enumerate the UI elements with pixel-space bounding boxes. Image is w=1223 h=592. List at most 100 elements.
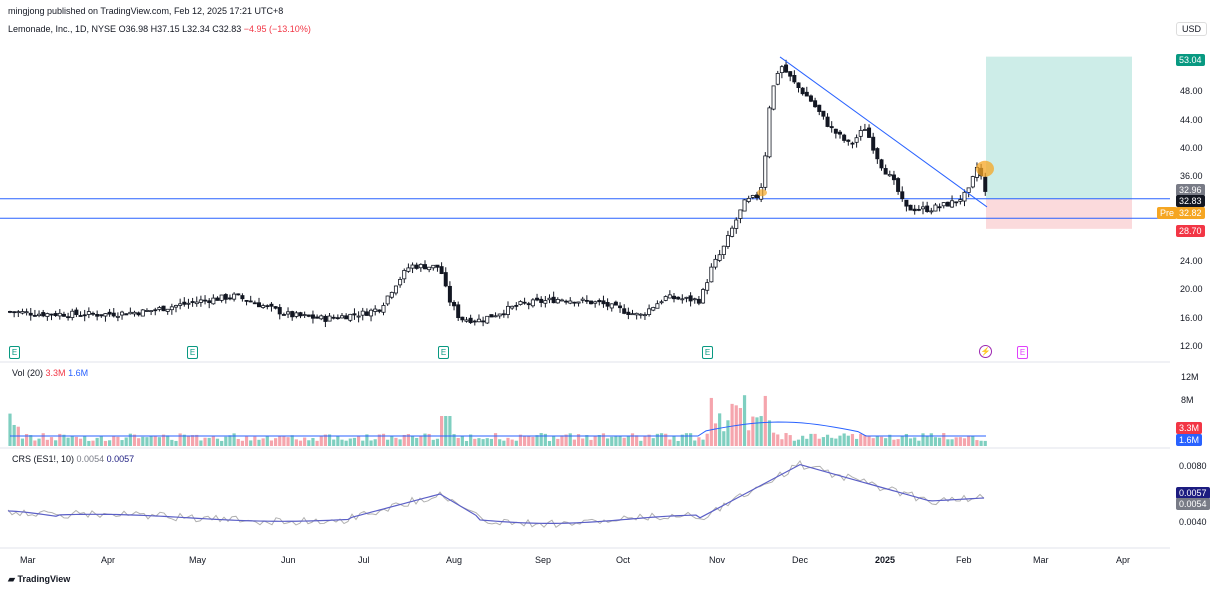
currency-label[interactable]: USD	[1176, 22, 1208, 36]
candle-body	[211, 297, 216, 305]
volume-bar	[684, 433, 689, 446]
candle-body	[103, 313, 108, 317]
volume-bar	[614, 435, 618, 446]
volume-bar	[336, 435, 340, 446]
volume-bar	[95, 437, 99, 446]
volume-bar	[950, 439, 954, 446]
candle-body	[460, 316, 465, 321]
volume-bar	[274, 438, 278, 446]
volume-bar	[132, 434, 137, 446]
candle-body	[464, 319, 469, 322]
earnings-marker-upcoming[interactable]: E	[1017, 346, 1028, 359]
volume-bar	[523, 436, 527, 446]
candle-body	[522, 301, 527, 304]
candle-body	[286, 311, 291, 315]
candle-body	[601, 300, 606, 305]
candle-body	[49, 313, 54, 316]
volume-bar	[161, 434, 166, 446]
candle-body	[227, 297, 232, 300]
volume-bar	[514, 440, 518, 446]
candle-body	[514, 304, 519, 307]
candle-body	[32, 314, 37, 317]
candle-body	[663, 296, 668, 301]
volume-bar	[332, 439, 336, 446]
candle-body	[331, 316, 336, 319]
price-tick: 24.00	[1180, 256, 1203, 267]
volume-bar	[352, 437, 357, 446]
volume-bar	[884, 438, 888, 446]
volume-bar	[108, 440, 112, 446]
time-tick: Oct	[616, 555, 631, 565]
candle-body	[771, 85, 776, 110]
volume-bar	[531, 436, 535, 446]
earnings-marker[interactable]: E	[438, 346, 449, 359]
volume-bar	[718, 413, 722, 446]
volume-bar	[228, 435, 232, 446]
crs-ma-line	[7, 463, 985, 524]
candle-body	[970, 176, 975, 188]
candle-body	[535, 297, 540, 301]
crs-tick-top: 0.0080	[1179, 461, 1207, 471]
volume-bar	[502, 440, 506, 446]
candle-body	[140, 309, 145, 317]
candle-body	[896, 178, 901, 192]
brand-footer: ▰ TradingView	[8, 574, 70, 585]
crs-tick-bottom: 0.0040	[1179, 517, 1207, 527]
crs-value-2: 0.0057	[106, 454, 135, 464]
volume-bar	[124, 437, 128, 446]
volume-bar	[406, 434, 410, 446]
volume-bar	[821, 437, 825, 446]
volume-bar	[444, 416, 448, 446]
candle-body	[219, 294, 224, 301]
volume-bar	[659, 433, 664, 446]
volume-bar	[224, 436, 228, 446]
volume-bar	[776, 434, 780, 446]
volume-bar	[390, 435, 394, 446]
volume-bar	[423, 433, 427, 446]
candle-body	[916, 208, 921, 211]
volume-bar	[481, 439, 485, 446]
candle-body	[410, 264, 415, 269]
volume-bar	[527, 436, 531, 446]
volume-bar	[643, 436, 647, 446]
candle-body	[107, 311, 112, 315]
price-tick: 48.00	[1180, 86, 1203, 97]
time-tick: Sep	[535, 555, 552, 565]
volume-bar	[904, 433, 908, 446]
earnings-marker[interactable]: E	[9, 346, 20, 359]
candle-body	[427, 266, 432, 271]
candle-body	[555, 298, 560, 304]
volume-bar	[448, 416, 452, 446]
volume-bar	[639, 440, 643, 446]
volume-label: Vol (20)	[12, 368, 44, 378]
candle-body	[742, 199, 747, 212]
volume-bar	[676, 440, 680, 446]
candle-body	[335, 317, 340, 320]
volume-bar	[855, 438, 859, 446]
candle-body	[207, 300, 212, 303]
candle-body	[70, 310, 75, 318]
candle-body	[634, 312, 639, 316]
candle-body	[933, 204, 938, 212]
volume-bar	[319, 435, 323, 446]
volume-bar	[232, 433, 236, 446]
candle-body	[518, 301, 523, 305]
volume-bar	[29, 435, 33, 446]
volume-bar	[327, 434, 332, 446]
volume-bar	[755, 417, 759, 446]
volume-bar	[913, 437, 917, 446]
candle-body	[713, 258, 718, 268]
earnings-marker[interactable]: E	[187, 346, 198, 359]
volume-bar	[635, 435, 639, 446]
earnings-marker[interactable]: E	[702, 346, 713, 359]
volume-bar	[410, 435, 415, 446]
volume-bar	[460, 436, 464, 446]
last-price-badge: 32.83	[1176, 195, 1205, 207]
volume-bar	[12, 424, 16, 446]
candle-body	[78, 315, 83, 317]
volume-bar	[680, 434, 684, 446]
volume-bar	[813, 433, 817, 446]
volume-bar	[697, 437, 701, 446]
dividend-lightning-icon[interactable]: ⚡	[979, 345, 992, 358]
